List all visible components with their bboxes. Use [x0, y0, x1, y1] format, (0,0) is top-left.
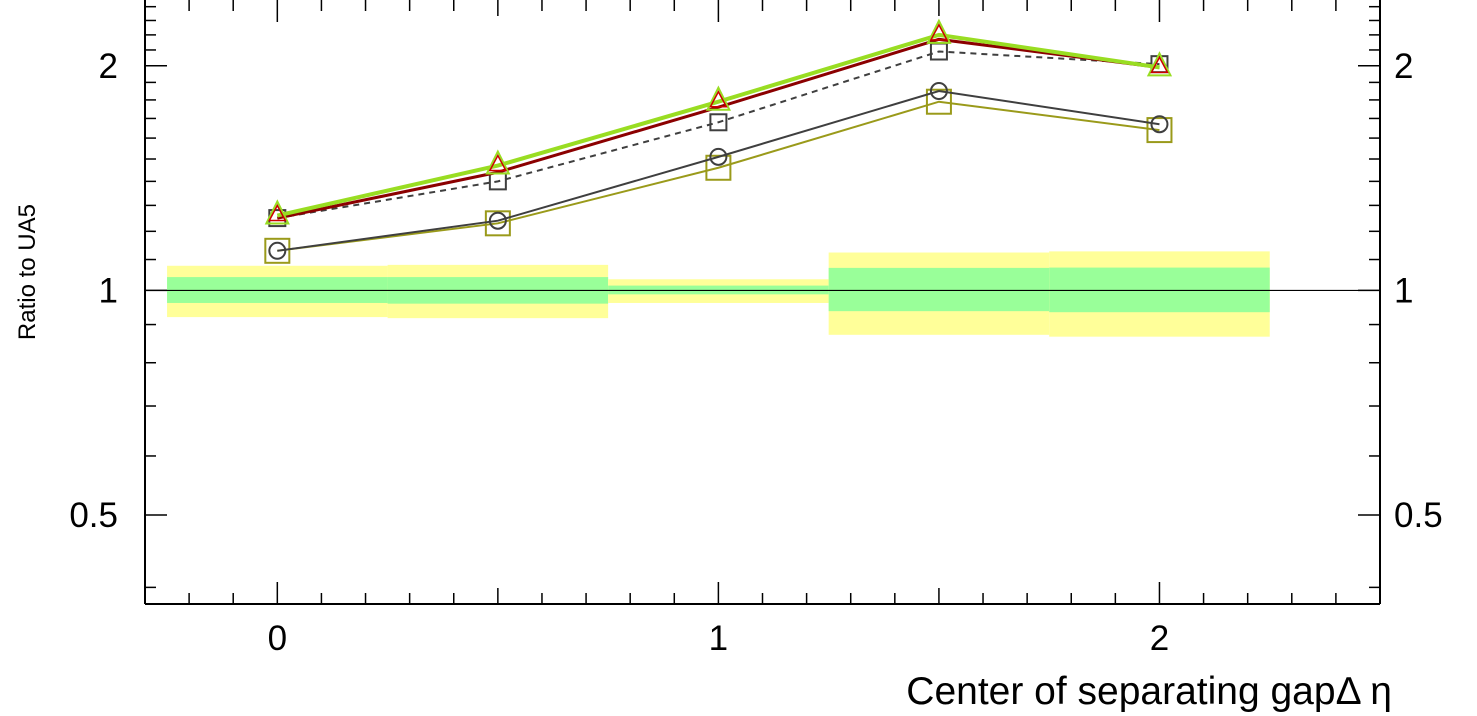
x-axis-label: Center of separating gapΔ η: [906, 670, 1392, 713]
y-tick-label-left: 1: [99, 271, 118, 310]
point-0-4: [1146, 117, 1173, 144]
point-1-3: [929, 82, 948, 101]
series-line-3: [277, 37, 1160, 220]
x-tick-label: 2: [1150, 619, 1169, 658]
series-line-0: [277, 100, 1160, 252]
point-1-1: [488, 211, 507, 230]
point-4-0: [264, 199, 290, 225]
y-tick-label-right: 1: [1394, 271, 1413, 310]
point-0-2: [705, 154, 732, 181]
point-inner-4-2: [709, 90, 728, 108]
point-1-0: [268, 241, 287, 260]
axis-ticks: [144, 0, 1381, 604]
point-1-4: [1150, 115, 1169, 134]
y-axis-label: Ratio to UA5: [14, 204, 41, 340]
series-group: [264, 18, 1173, 264]
point-2-2: [709, 113, 728, 132]
point-inner-4-3: [929, 23, 949, 41]
y-tick-label-right: 0.5: [1394, 496, 1443, 535]
point-0-0: [264, 237, 291, 264]
point-1-2: [709, 147, 728, 166]
point-inner-4-4: [1150, 55, 1169, 74]
y-tick-label-right: 2: [1394, 47, 1413, 86]
y-tick-label-left: 2: [99, 47, 118, 86]
point-0-3: [925, 88, 952, 115]
x-tick-label: 1: [709, 619, 728, 658]
y-tick-label-left: 0.5: [69, 496, 118, 535]
point-4-1: [485, 149, 511, 175]
point-4-4: [1146, 51, 1173, 77]
point-inner-4-1: [488, 153, 508, 172]
series-line-1: [277, 90, 1160, 252]
series-line-4: [276, 32, 1160, 218]
inner-band-3: [828, 267, 1050, 312]
point-inner-4-0: [268, 203, 287, 222]
point-4-2: [705, 85, 732, 111]
point-4-3: [926, 18, 952, 44]
uncertainty-bands: [167, 251, 1270, 337]
tick-labels: 0 1 2 0.5 0.5 1 1 2 2: [69, 47, 1442, 658]
series-line-2: [277, 50, 1160, 220]
x-tick-label: 0: [268, 619, 287, 658]
